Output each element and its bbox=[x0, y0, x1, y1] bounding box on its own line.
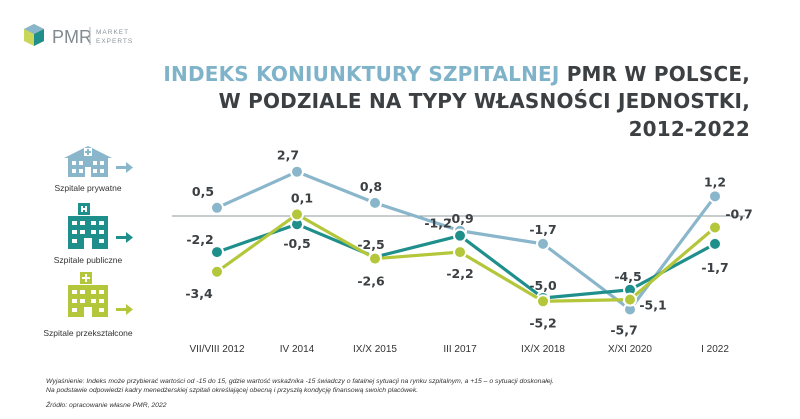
data-label: -2,6 bbox=[357, 274, 385, 289]
chart-title-line-3: 2012-2022 bbox=[628, 117, 750, 141]
chart-title-accent: INDEKS KONIUNKTURY SZPITALNEJ bbox=[163, 62, 560, 86]
x-tick-label: IX/X 2015 bbox=[353, 344, 397, 355]
chart-title-rest: PMR W POLSCE, bbox=[559, 62, 750, 86]
data-point bbox=[708, 189, 722, 204]
data-label: -0,7 bbox=[725, 206, 752, 221]
data-point bbox=[210, 264, 224, 279]
x-tick-label: VII/VIII 2012 bbox=[189, 344, 244, 355]
converted-hospital-icon bbox=[68, 272, 108, 317]
x-tick-label: III 2017 bbox=[443, 344, 477, 355]
data-point bbox=[290, 164, 304, 179]
data-label: -3,4 bbox=[185, 286, 213, 301]
legend-label-public: Szpitale publiczne bbox=[54, 255, 123, 265]
chart-title-line-2: W PODZIALE NA TYPY WŁASNOŚCI JEDNOSTKI, bbox=[218, 89, 750, 113]
plot-area: VII/VIII 2012 IV 2014 IX/X 2015 III 2017 IX/… bbox=[172, 148, 753, 355]
brand-tagline-1: MARKET bbox=[96, 29, 129, 36]
x-tick-label: X/XI 2020 bbox=[608, 344, 652, 355]
brand-tagline-2: EXPERTS bbox=[96, 38, 133, 45]
chart-title-line-1: INDEKS KONIUNKTURY SZPITALNEJ PMR W POLS… bbox=[163, 62, 750, 86]
data-label: 1,2 bbox=[704, 174, 726, 189]
data-label: -5,0 bbox=[529, 278, 557, 293]
legend-label-private: Szpitale prywatne bbox=[54, 183, 121, 193]
data-label: -5,7 bbox=[610, 322, 637, 337]
footnote-line-1: Wyjaśnienie: Indeks może przybierać wart… bbox=[46, 378, 554, 385]
data-point bbox=[368, 251, 382, 266]
x-tick-label: I 2022 bbox=[701, 344, 729, 355]
data-label: 0,1 bbox=[291, 190, 313, 205]
data-label: -1,2 bbox=[424, 216, 451, 231]
data-label: 0,5 bbox=[192, 184, 214, 199]
data-point bbox=[210, 245, 224, 260]
data-point bbox=[623, 292, 637, 307]
data-label: 2,7 bbox=[277, 148, 299, 163]
arrow-right-icon bbox=[116, 304, 133, 315]
arrow-right-icon bbox=[116, 232, 133, 243]
x-tick-label: IX/X 2018 bbox=[521, 344, 565, 355]
data-point bbox=[453, 245, 467, 260]
data-point bbox=[536, 236, 550, 251]
data-label: 0,8 bbox=[360, 179, 382, 194]
data-label: -1,7 bbox=[701, 260, 728, 275]
private-hospital-icon bbox=[64, 146, 112, 177]
footnote-line-2: Na podstawie odpowiedzi kadry menedżersk… bbox=[46, 387, 419, 394]
data-label: -5,2 bbox=[529, 315, 556, 330]
pmr-logo: PMR MARKET EXPERTS bbox=[24, 24, 133, 47]
public-hospital-icon bbox=[68, 203, 108, 249]
data-label: -0,9 bbox=[446, 211, 473, 226]
data-point bbox=[368, 195, 382, 210]
data-point bbox=[210, 200, 224, 215]
data-label: -5,1 bbox=[639, 298, 666, 313]
data-point bbox=[290, 207, 304, 222]
data-point bbox=[708, 236, 722, 251]
arrow-right-icon bbox=[116, 162, 133, 173]
data-label: -1,7 bbox=[529, 222, 556, 237]
legend: Szpitale prywatne Szpitale publiczne Szp… bbox=[43, 146, 133, 338]
data-label: -2,5 bbox=[357, 237, 384, 252]
data-label: -4,5 bbox=[614, 269, 641, 284]
data-label: -0,5 bbox=[283, 236, 310, 251]
legend-label-converted: Szpitale przekształcone bbox=[43, 328, 133, 338]
data-point bbox=[453, 228, 467, 243]
data-label: -2,2 bbox=[186, 232, 213, 247]
brand-name: PMR bbox=[52, 27, 92, 47]
data-label: -2,2 bbox=[446, 266, 473, 281]
data-point bbox=[708, 220, 722, 235]
footnote-source: Źródło: opracowanie własne PMR, 2022 bbox=[46, 402, 167, 409]
x-tick-label: IV 2014 bbox=[280, 344, 315, 355]
data-point bbox=[536, 294, 550, 309]
